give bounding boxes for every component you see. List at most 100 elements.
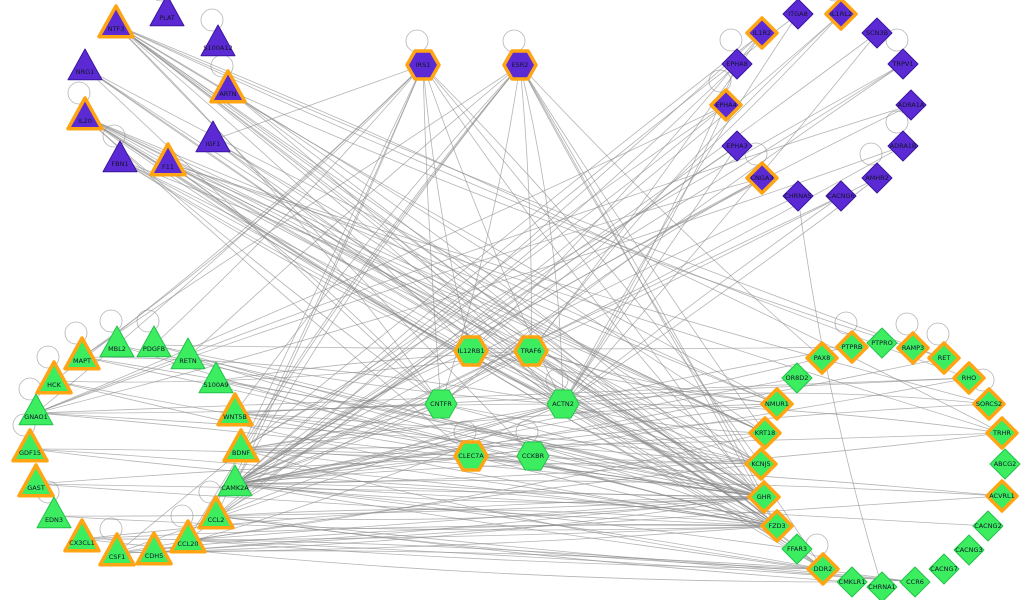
node-IL1RL2[interactable] (824, 0, 858, 31)
node-FBN1[interactable] (102, 140, 138, 173)
node-RAMP3[interactable] (896, 331, 930, 365)
edge-BDNF-ACTN2 (240, 403, 564, 450)
node-CACNG2[interactable] (972, 510, 1004, 542)
node-FFAR3[interactable] (781, 533, 813, 565)
edge-IRS1-GHR (422, 64, 765, 498)
edge-GNAO1-KCNJ5 (35, 412, 762, 465)
node-CMKLR1[interactable] (836, 566, 868, 598)
node-CNGA3[interactable] (745, 161, 779, 195)
node-CAMK2A[interactable] (217, 464, 253, 497)
edge-NTF3-NMUR1 (115, 24, 778, 405)
node-NMUR1[interactable] (760, 387, 794, 421)
node-NRG1[interactable] (67, 48, 103, 81)
node-EPHA4[interactable] (709, 88, 743, 122)
node-CACNG7[interactable] (928, 553, 960, 585)
edge-CCL2-ACTN2 (215, 403, 564, 517)
node-FZD3[interactable] (760, 509, 794, 543)
node-IL20[interactable] (66, 96, 104, 131)
node-IGF1[interactable] (195, 120, 231, 153)
node-MBL2[interactable] (99, 325, 135, 358)
node-CACNG3[interactable] (953, 534, 985, 566)
edge-CCL20-KRT18 (187, 432, 766, 541)
edge-IRS1-HCK (53, 64, 424, 382)
node-S100A12[interactable] (200, 24, 236, 57)
node-PTPRB[interactable] (835, 330, 869, 364)
edge-EDN3-FZD3 (53, 515, 778, 531)
node-AMHR2[interactable] (861, 162, 893, 194)
node-RHO[interactable] (952, 361, 986, 395)
node-CCKBR[interactable] (516, 441, 550, 471)
edge-ACTN2-GHR (562, 403, 765, 498)
node-CSF1[interactable] (98, 532, 136, 567)
edge-CNTFR-KCNJ5 (440, 403, 762, 465)
edge-ESR2-RETN (187, 64, 521, 358)
node-TRAF6[interactable] (513, 335, 549, 367)
node-PLAT[interactable] (149, 0, 185, 27)
node-DDR2[interactable] (806, 552, 840, 586)
node-CHRNA5[interactable] (782, 180, 814, 212)
self-loop-EPHA8 (719, 28, 743, 52)
node-HCK[interactable] (35, 360, 73, 395)
node-CDH5[interactable] (135, 531, 173, 566)
node-IL1R2[interactable] (745, 16, 779, 50)
edge-ADRA1B-GNAO1 (35, 145, 904, 414)
node-CCL20[interactable] (169, 519, 207, 554)
node-ABCG2[interactable] (989, 448, 1021, 480)
edge-IL20-TRAF6 (84, 116, 532, 352)
node-WNT5B[interactable] (216, 392, 254, 427)
node-CNTFR[interactable] (424, 389, 458, 419)
node-RET[interactable] (927, 341, 961, 375)
node-EDN3[interactable] (36, 496, 72, 529)
node-EPHA8[interactable] (721, 48, 753, 80)
node-ACTN2[interactable] (546, 389, 580, 419)
node-S100A9[interactable] (198, 361, 234, 394)
node-PTPRO[interactable] (866, 327, 898, 359)
node-ARTN[interactable] (209, 69, 247, 104)
node-GDF15[interactable] (11, 428, 49, 463)
node-NTF3[interactable] (97, 4, 135, 39)
edge-NRG1-CNTFR (84, 67, 442, 405)
node-ITGA8[interactable] (782, 0, 814, 30)
node-SORCS2[interactable] (972, 387, 1006, 421)
node-RETN[interactable] (170, 337, 206, 370)
node-BDNF[interactable] (222, 428, 260, 463)
node-PAX8[interactable] (805, 341, 839, 375)
edge-CDH5-GHR (153, 496, 765, 553)
node-CX3CL1[interactable] (63, 518, 101, 553)
node-ADRA1A[interactable] (895, 89, 927, 121)
edge-TRAF6-GHR (530, 350, 765, 498)
node-GHR[interactable] (747, 480, 781, 514)
node-ADRA1B[interactable] (887, 130, 919, 162)
node-CCL2[interactable] (197, 495, 235, 530)
edge-ESR2-BDNF (240, 64, 521, 450)
self-loop-MAPT (64, 321, 88, 345)
node-KRT18[interactable] (748, 416, 782, 450)
node-EPHA3[interactable] (721, 130, 753, 162)
node-CCR6[interactable] (899, 566, 931, 598)
edge-GAST-FZD3 (35, 483, 778, 527)
node-ACVRL1[interactable] (985, 479, 1019, 513)
edge-CNGA3-GNAO1 (35, 177, 763, 414)
node-SCN3B[interactable] (861, 17, 893, 49)
edge-TRAF6-KRT18 (530, 350, 766, 434)
node-GAST[interactable] (17, 463, 55, 498)
node-CHRNA1[interactable] (866, 571, 898, 600)
node-MAPT[interactable] (63, 336, 101, 371)
node-F11[interactable] (149, 142, 187, 177)
node-IRS1[interactable] (405, 49, 441, 81)
node-CACNG6[interactable] (825, 180, 857, 212)
edge-CAMK2A-ACVRL1 (234, 480, 1003, 497)
node-ESR2[interactable] (502, 49, 538, 81)
node-KCNJ5[interactable] (744, 447, 778, 481)
node-GNAO1[interactable] (18, 393, 54, 426)
node-CLEC7A[interactable] (453, 440, 489, 472)
node-OR8D2[interactable] (781, 362, 813, 394)
edge-BDNF-CNTFR (240, 403, 442, 450)
node-TRHR[interactable] (985, 416, 1019, 450)
node-TRPV1[interactable] (887, 48, 919, 80)
edge-CSF1-ACTN2 (116, 403, 564, 554)
node-IL12RB1[interactable] (453, 335, 489, 367)
node-PDGFB[interactable] (136, 325, 172, 358)
